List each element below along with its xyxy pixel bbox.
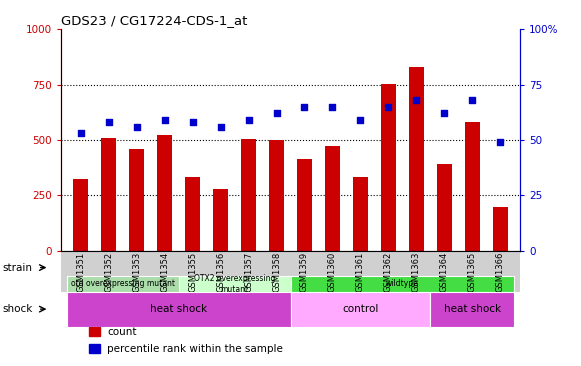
Point (356, 117, 365, 123)
Bar (67, 276, 178, 292)
Bar (493, 206, 508, 251)
Bar (269, 140, 284, 251)
Text: GSM1360: GSM1360 (328, 252, 337, 292)
Text: GSM1354: GSM1354 (160, 252, 169, 292)
Text: GSM1353: GSM1353 (132, 252, 141, 292)
Text: heat shock: heat shock (444, 304, 501, 314)
Text: GSM1363: GSM1363 (412, 252, 421, 292)
Bar (67, 292, 290, 326)
Text: GSM1364: GSM1364 (440, 252, 449, 292)
Bar (297, 159, 312, 251)
Bar (290, 276, 514, 292)
Bar (431, 292, 514, 326)
Text: count: count (107, 327, 137, 337)
Bar (129, 149, 144, 251)
Point (328, 104, 337, 110)
Text: GSM1362: GSM1362 (384, 252, 393, 292)
Text: GSM1361: GSM1361 (356, 252, 365, 292)
Bar (241, 139, 256, 251)
Point (468, 97, 477, 103)
Point (216, 124, 225, 130)
Text: GSM1352: GSM1352 (104, 252, 113, 292)
Text: GSM1351: GSM1351 (76, 252, 85, 292)
Point (132, 124, 141, 130)
Bar (290, 292, 431, 326)
Text: control: control (342, 304, 379, 314)
Bar (409, 67, 424, 251)
Bar (465, 122, 480, 251)
Bar (185, 177, 200, 251)
Text: GSM1366: GSM1366 (496, 252, 505, 292)
Text: GSM1365: GSM1365 (468, 252, 477, 292)
Point (104, 119, 113, 125)
Bar (88, 327, 100, 336)
Text: shock: shock (3, 304, 33, 314)
Point (440, 111, 449, 116)
Bar (73, 179, 88, 251)
Text: GSM1358: GSM1358 (272, 252, 281, 292)
Text: GSM1357: GSM1357 (244, 252, 253, 292)
Bar (101, 138, 116, 251)
Text: OTX2 overexpressing
mutant: OTX2 overexpressing mutant (194, 274, 275, 294)
Bar (88, 344, 100, 353)
Text: wildtype: wildtype (386, 279, 419, 288)
Text: GSM1359: GSM1359 (300, 252, 309, 292)
Point (188, 119, 197, 125)
Point (496, 139, 505, 145)
Text: GSM1355: GSM1355 (188, 252, 197, 292)
Text: otd overexpressing mutant: otd overexpressing mutant (70, 279, 174, 288)
Bar (213, 189, 228, 251)
Bar (381, 83, 396, 251)
Point (384, 104, 393, 110)
Text: GSM1356: GSM1356 (216, 252, 225, 292)
Bar (178, 276, 290, 292)
Text: percentile rank within the sample: percentile rank within the sample (107, 344, 283, 354)
Point (412, 97, 421, 103)
Point (244, 117, 253, 123)
Text: GDS23 / CG17224-CDS-1_at: GDS23 / CG17224-CDS-1_at (61, 14, 248, 27)
Text: heat shock: heat shock (150, 304, 207, 314)
Point (160, 117, 169, 123)
Point (300, 104, 309, 110)
Bar (437, 164, 452, 251)
Point (76, 130, 85, 136)
Text: strain: strain (3, 262, 33, 273)
Bar (353, 177, 368, 251)
Point (272, 111, 281, 116)
Bar (157, 135, 172, 251)
Bar (325, 146, 340, 251)
